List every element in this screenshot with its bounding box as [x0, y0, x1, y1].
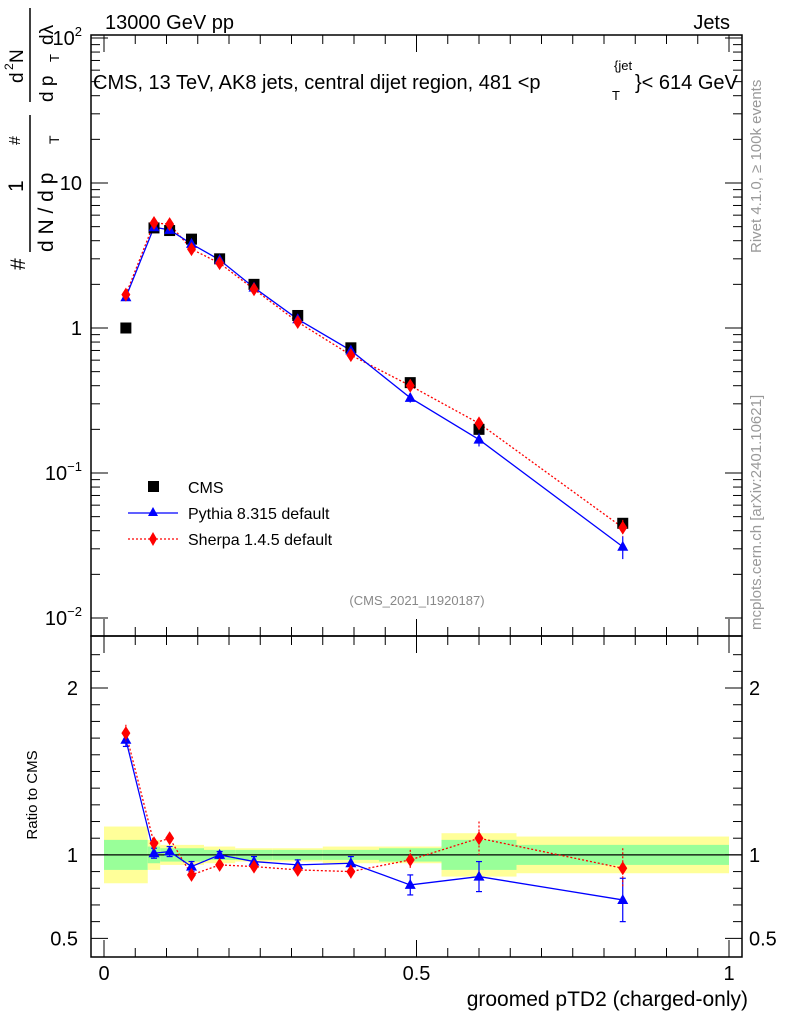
pythia-ratio-point-9 [473, 870, 485, 881]
x-tick-label-2: 1 [723, 963, 734, 985]
pythia-main-point-10 [617, 540, 629, 551]
sherpa-ratio-point-7 [346, 864, 356, 879]
sherpa-ratio-point-3 [187, 867, 196, 882]
legend: CMS Pythia 8.315 default Sherpa 1.4.5 de… [128, 480, 333, 549]
ylabel-numerator-1: 1 [5, 180, 28, 192]
legend-cms-label: CMS [188, 480, 224, 497]
sherpa-ratio-point-2 [165, 831, 175, 846]
ratio-panel-frame [90, 635, 743, 958]
ratio-ytick-label-2: 2 [67, 678, 78, 700]
data-series [120, 215, 629, 923]
ratio-panel-series [120, 724, 629, 923]
pythia-ratio-point-3 [186, 860, 197, 871]
sherpa-main-point-0 [121, 287, 131, 302]
sherpa-main-point-9 [474, 416, 484, 431]
sherpa-main-point-5 [249, 282, 259, 297]
axis-ticks: 10−2 10−1 1 10 102 0 0.5 1 0.5 0.5 1 1 2 2 [45, 24, 777, 985]
sherpa-ratio-point-10 [618, 861, 628, 876]
sherpa-main-point-10 [618, 520, 628, 535]
plot-title: CMS, 13 TeV, AK8 jets, central dijet reg… [93, 58, 739, 103]
cms-point-0 [120, 322, 132, 334]
title-subscript: T [612, 88, 620, 103]
pythia-main-point-8 [404, 391, 416, 402]
sherpa-main-point-1 [149, 215, 159, 230]
title-end: }< 614 GeV [635, 72, 739, 94]
rivet-version-label: Rivet 4.1.0, ≥ 100k events [748, 80, 765, 253]
pythia-main-line [125, 226, 624, 548]
main-ytick-label-0: 10−2 [45, 604, 82, 630]
title-superscript: {jet [614, 58, 632, 73]
ylabel-denominator-1: d N / d p [35, 173, 58, 252]
mcplots-label: mcplots.cern.ch [arXiv:2401.10621] [748, 395, 765, 630]
sherpa-main-point-3 [187, 242, 196, 257]
ylabel-hash-1: # [7, 258, 30, 270]
main-ytick-label-2: 1 [71, 318, 82, 340]
ratio-ytick-label-1: 1 [67, 845, 78, 867]
x-tick-label-0: 0 [98, 963, 109, 985]
sherpa-main-point-2 [165, 217, 175, 232]
legend-pythia-marker [148, 507, 158, 516]
legend-cms-marker [148, 481, 159, 492]
analysis-id-watermark: (CMS_2021_I1920187) [349, 593, 484, 608]
main-ylabel: # 1 d N / d p T # d 2 N d p T dλ [2, 8, 62, 270]
energy-label: 13000 GeV pp [105, 12, 234, 34]
ylabel-N: N [7, 49, 28, 63]
ylabel-power-2: 2 [2, 63, 16, 70]
sherpa-ratio-point-1 [149, 836, 159, 851]
main-ytick-label-4: 102 [53, 24, 82, 50]
pythia-ratio-point-4 [214, 848, 226, 859]
main-ytick-label-3: 10 [60, 173, 82, 195]
sherpa-ratio-point-4 [215, 857, 225, 872]
legend-pythia-label: Pythia 8.315 default [188, 506, 330, 523]
ratio-ytick-label-right-1: 1 [749, 845, 760, 867]
sherpa-ratio-point-9 [474, 831, 484, 846]
ratio-ylabel: Ratio to CMS [24, 750, 41, 839]
pythia-ratio-point-10 [617, 893, 629, 904]
legend-sherpa-marker [149, 532, 157, 546]
sherpa-ratio-point-0 [121, 726, 131, 741]
title-main: CMS, 13 TeV, AK8 jets, central dijet reg… [93, 72, 541, 94]
sherpa-main-point-6 [293, 314, 303, 329]
process-label: Jets [693, 12, 730, 34]
ylabel-dlambda: dλ [37, 24, 58, 45]
sherpa-ratio-point-5 [249, 859, 259, 874]
ylabel-dp-sub: T [47, 54, 62, 62]
legend-sherpa-label: Sherpa 1.4.5 default [188, 532, 333, 549]
ylabel-denominator-sub: T [46, 135, 62, 144]
sherpa-ratio-point-6 [293, 862, 303, 877]
pythia-ratio-point-8 [404, 878, 416, 889]
pythia-ratio-point-2 [164, 845, 176, 856]
sherpa-main-point-8 [405, 378, 415, 393]
ratio-ytick-label-right-2: 2 [749, 678, 760, 700]
sherpa-main-point-4 [215, 256, 225, 271]
main-panel-series [120, 215, 629, 560]
main-ytick-label-1: 10−1 [45, 459, 82, 485]
pythia-ratio-line [125, 739, 623, 901]
ylabel-d: d [7, 72, 28, 83]
pythia-ratio-point-1 [148, 847, 160, 858]
ratio-ytick-label-0: 0.5 [50, 928, 78, 950]
ylabel-dp: d p [37, 76, 58, 102]
sherpa-main-point-7 [346, 348, 356, 363]
ylabel-hash-2: # [7, 136, 24, 145]
pythia-ratio-point-7 [345, 857, 357, 868]
sherpa-ratio-point-8 [405, 852, 415, 867]
ratio-ytick-label-right-0: 0.5 [749, 928, 777, 950]
x-tick-label-1: 0.5 [403, 963, 431, 985]
x-axis-label: groomed pTD2 (charged-only) [467, 988, 748, 1011]
pythia-main-point-9 [473, 433, 485, 444]
